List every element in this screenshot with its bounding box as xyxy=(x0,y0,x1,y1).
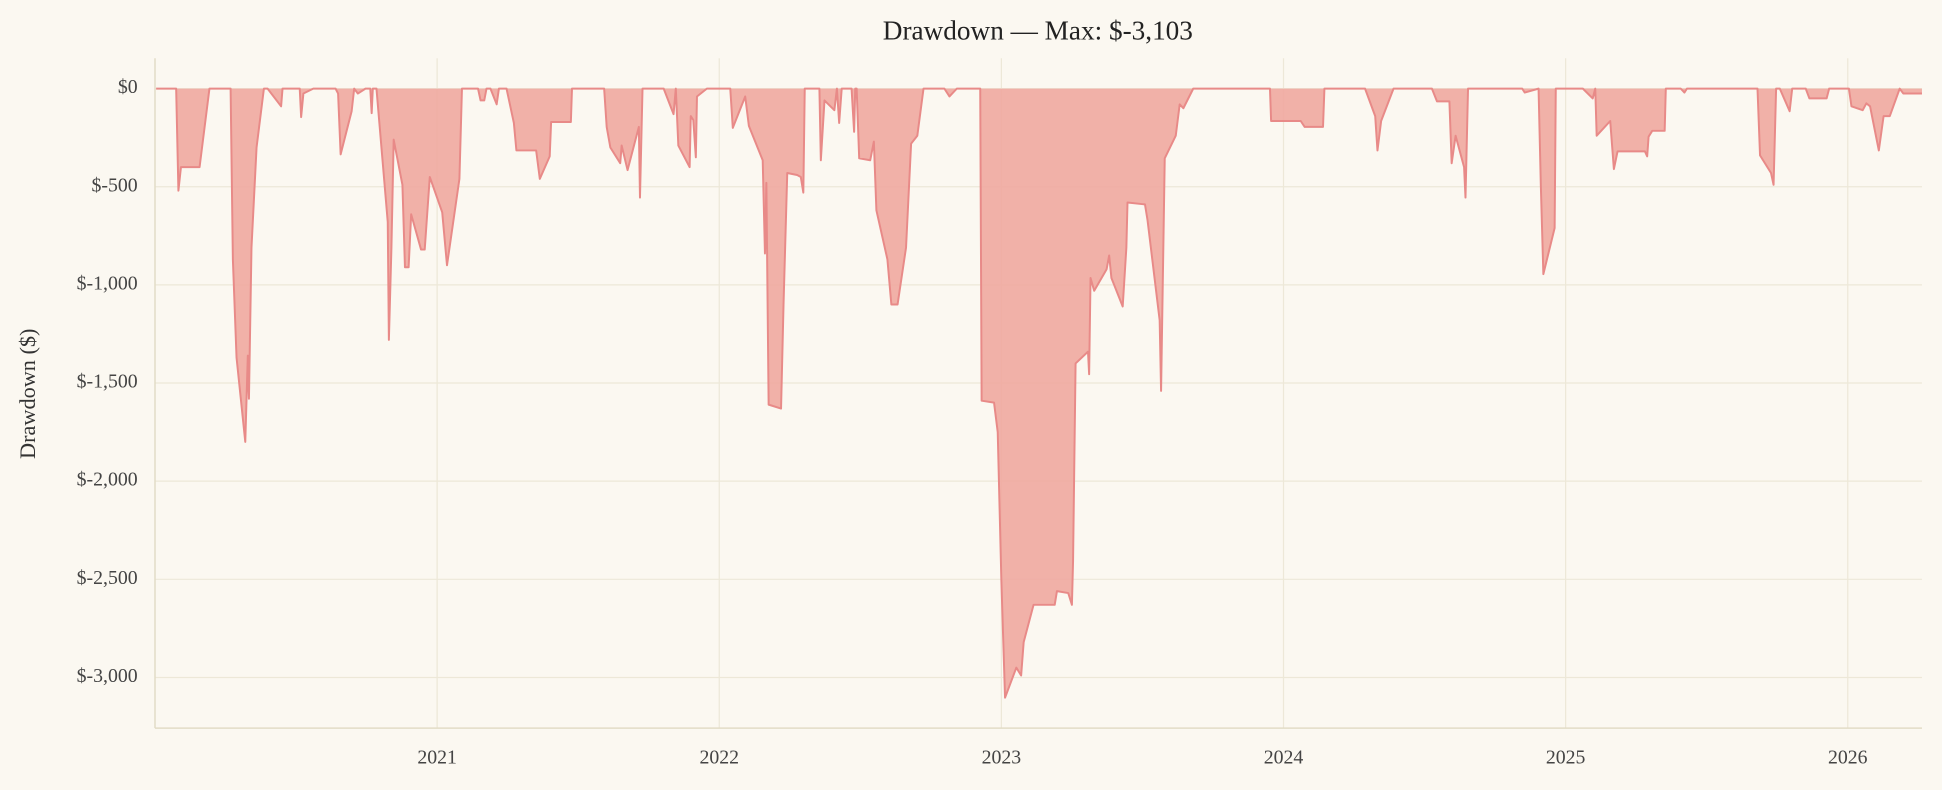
y-tick-label: $-1,000 xyxy=(77,272,138,294)
x-tick-label: 2022 xyxy=(699,747,739,769)
x-tick-label: 2025 xyxy=(1546,747,1586,769)
axes: $0 $-500 $-1,000 $-1,500 $-2,000 $-2,500 $-3,0… xyxy=(77,58,1922,769)
y-axis-label: Drawdown ($) xyxy=(15,329,40,459)
y-tick-label: $-1,500 xyxy=(77,371,138,393)
drawdown-area xyxy=(156,88,1922,698)
y-tick-label: $-500 xyxy=(91,174,137,196)
x-tick-label: 2023 xyxy=(982,747,1022,769)
chart-title: Drawdown — Max: $-3,103 xyxy=(883,16,1193,46)
plot-area xyxy=(156,87,1922,699)
y-tick-label: $-2,500 xyxy=(77,567,138,589)
drawdown-line xyxy=(156,87,1922,699)
x-tick-label: 2024 xyxy=(1264,747,1304,769)
x-tick-label: 2021 xyxy=(417,747,457,769)
x-tick-label: 2026 xyxy=(1828,747,1868,769)
y-tick-label: $-2,000 xyxy=(77,469,138,491)
y-tick-label: $0 xyxy=(118,76,138,98)
y-tick-label: $-3,000 xyxy=(77,665,138,687)
